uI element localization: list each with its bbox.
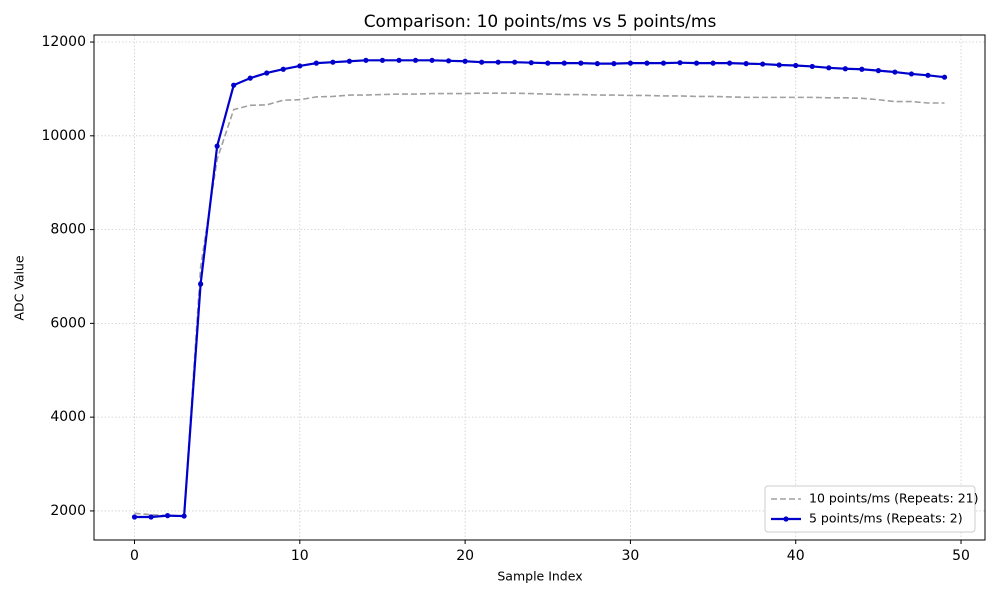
- point: [875, 68, 881, 74]
- point: [512, 59, 518, 65]
- series-line: [134, 92, 945, 517]
- point: [727, 60, 733, 66]
- plot-frame: [93, 34, 986, 541]
- point: [280, 66, 286, 72]
- series-line: [134, 59, 945, 519]
- point: [264, 70, 270, 76]
- point: [412, 57, 419, 63]
- point: [396, 57, 402, 63]
- chart-title: Comparison: 10 points/ms vs 5 points/ms: [364, 12, 717, 32]
- point: [297, 63, 303, 69]
- y-tick-label: 4000: [50, 409, 86, 425]
- point: [578, 60, 584, 66]
- point: [164, 513, 171, 519]
- point: [908, 71, 915, 77]
- point: [743, 61, 749, 67]
- point: [545, 60, 551, 66]
- x-tick-label: 20: [456, 548, 474, 564]
- x-tick-label: 40: [787, 548, 805, 564]
- point: [776, 62, 782, 68]
- point: [760, 61, 766, 67]
- point: [330, 59, 336, 65]
- legend-label: 10 points/ms (Repeats: 21): [809, 491, 979, 506]
- legend-marker: [783, 516, 789, 522]
- y-tick-label: 6000: [50, 315, 86, 331]
- point: [313, 60, 319, 66]
- point: [181, 513, 187, 519]
- point: [859, 66, 865, 72]
- point: [842, 66, 848, 72]
- x-axis-label: Sample Index: [497, 569, 582, 584]
- point: [528, 60, 534, 66]
- y-tick-label: 8000: [50, 222, 86, 238]
- point: [363, 57, 369, 63]
- point: [693, 60, 700, 66]
- point: [809, 63, 815, 70]
- point: [479, 59, 485, 65]
- point: [148, 514, 154, 520]
- point: [826, 65, 832, 71]
- point: [231, 82, 237, 88]
- point: [379, 57, 386, 63]
- point: [627, 60, 634, 66]
- point: [660, 60, 667, 66]
- y-axis-label: ADC Value: [12, 255, 27, 321]
- point: [925, 72, 931, 78]
- point: [214, 143, 220, 149]
- x-tick-label: 10: [291, 548, 309, 564]
- point: [198, 281, 204, 287]
- x-tick-label: 0: [130, 548, 139, 564]
- point: [429, 57, 435, 63]
- x-tick-label: 50: [952, 548, 970, 564]
- point: [462, 58, 468, 64]
- point: [131, 514, 138, 520]
- point: [793, 62, 799, 69]
- legend-box: [764, 485, 976, 533]
- point: [677, 60, 683, 66]
- point: [594, 61, 600, 67]
- point: [561, 60, 567, 66]
- x-tick-label: 30: [622, 548, 640, 564]
- point: [346, 58, 352, 64]
- point: [445, 58, 452, 64]
- point: [247, 75, 253, 81]
- y-tick-label: 2000: [50, 503, 86, 519]
- y-tick-label: 10000: [41, 128, 86, 144]
- point: [710, 60, 716, 66]
- point: [644, 60, 650, 66]
- y-tick-label: 12000: [41, 34, 86, 50]
- point: [941, 74, 948, 80]
- point: [611, 61, 617, 67]
- legend-label: 5 points/ms (Repeats: 2): [809, 511, 963, 526]
- point: [495, 59, 501, 65]
- point: [892, 69, 898, 75]
